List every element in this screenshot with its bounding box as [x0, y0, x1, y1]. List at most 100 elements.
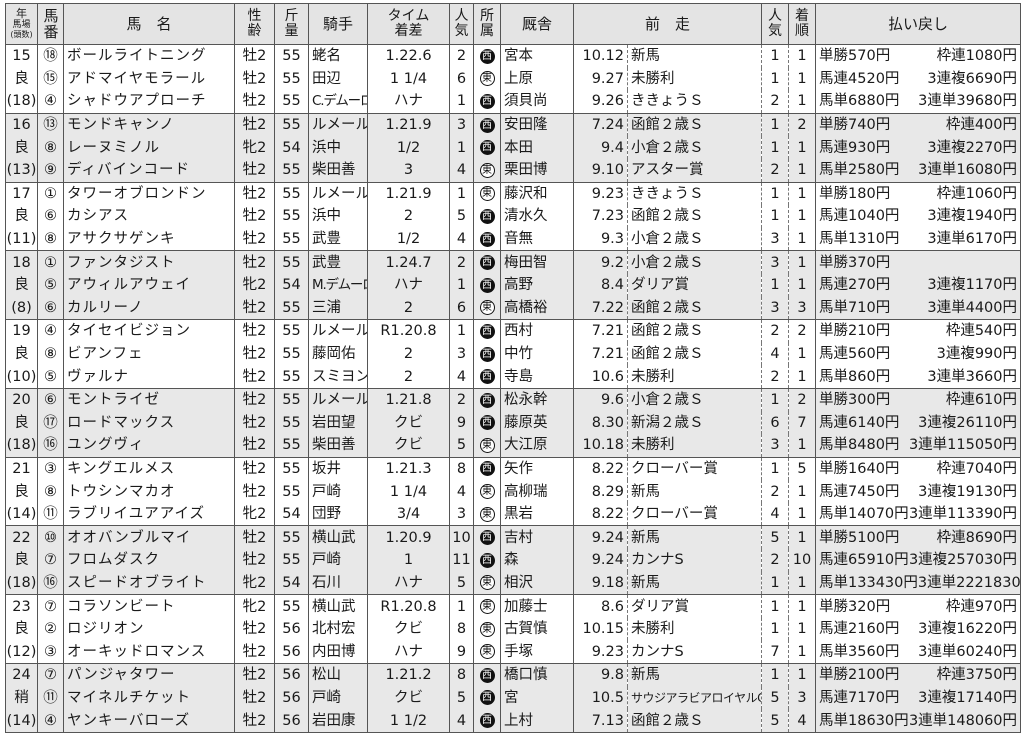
- sex-age: 牡2: [234, 525, 275, 550]
- prev-race-name: ダリア賞: [627, 273, 763, 297]
- prev-finish: 4: [788, 709, 817, 733]
- prev-race-date: 9.2: [573, 250, 628, 274]
- time-margin: ハナ: [367, 273, 450, 297]
- table-row: 良 ⑮ アドマイヤモラール 牡2 55 田辺 1 1/4 6 東上原 9.27 未勝利 1 1 馬連452…: [5, 67, 1022, 91]
- prev-finish: 5: [788, 457, 817, 481]
- time-margin: R1.20.8: [367, 319, 450, 343]
- race-year: 16: [5, 113, 38, 137]
- prev-finish: 1: [788, 594, 817, 618]
- prev-race-date: 9.23: [573, 640, 628, 664]
- prev-popularity: 3: [761, 250, 790, 274]
- east-badge-icon: 東: [479, 621, 495, 637]
- prev-popularity: 3: [761, 434, 790, 458]
- payout-right: 3連複6690円: [927, 70, 1018, 87]
- post-number: ⑤: [37, 273, 64, 297]
- jockey: 横山武: [308, 594, 368, 618]
- prev-race-date: 8.30: [573, 411, 628, 435]
- prev-finish: 1: [788, 342, 817, 366]
- prev-race-date: 9.24: [573, 525, 628, 550]
- trainer: 矢作: [500, 457, 574, 481]
- prev-race-name: 新潟２歳Ｓ: [627, 411, 763, 435]
- prev-finish: 2: [788, 319, 817, 343]
- header-prev-popularity: 人気: [761, 3, 790, 45]
- carried-weight: 55: [274, 411, 309, 435]
- sex-age: 牡2: [234, 365, 275, 389]
- payout-left: 単勝370円: [819, 254, 891, 271]
- carried-weight: 55: [274, 113, 309, 137]
- east-badge-icon: 東: [479, 71, 495, 87]
- table-row: 良 ⑦ フロムダスク 牡2 55 戸崎 1 11 西森 9.24 カンナS 2 10 馬連65910円 3連…: [5, 549, 1022, 572]
- payout-left: 単勝740円: [819, 117, 891, 134]
- post-number: ⑪: [37, 686, 64, 710]
- carried-weight: 55: [274, 388, 309, 412]
- popularity: 1: [449, 136, 474, 159]
- payout: 単勝320円 枠連970円: [815, 594, 1022, 618]
- prev-race-date: 9.4: [573, 136, 628, 159]
- horse-name: オーキッドロマンス: [63, 640, 235, 664]
- post-number: ⑧: [37, 480, 64, 503]
- prev-race-date: 9.8: [573, 663, 628, 687]
- post-number: ①: [37, 250, 64, 274]
- payout-left: 単勝5100円: [819, 529, 900, 546]
- jockey: 内田博: [308, 640, 368, 664]
- post-number: ⑯: [37, 434, 64, 458]
- carried-weight: 55: [274, 296, 309, 320]
- affiliation: 東: [473, 158, 501, 183]
- race-field: (14): [5, 502, 38, 526]
- sex-age: 牡2: [234, 434, 275, 458]
- table-row: 良 ⑧ レーヌミノル 牝2 54 浜中 1/2 1 西本田 9.4 小倉２歳Ｓ 1 1 馬連930円 3連複…: [5, 136, 1022, 159]
- payout-left: 馬連7170円: [819, 689, 900, 706]
- jockey: 戸崎: [308, 549, 368, 572]
- race-track: 良: [5, 205, 38, 228]
- west-badge-icon: 西: [479, 369, 495, 385]
- payout-right: 3連単148060円: [908, 712, 1018, 729]
- payout: 馬単1310円 3連単6170円: [815, 227, 1022, 251]
- east-badge-icon: 東: [479, 506, 495, 522]
- payout: 馬連6140円 3連複26110円: [815, 411, 1022, 435]
- post-number: ⑰: [37, 411, 64, 435]
- trainer: 上原: [500, 67, 574, 91]
- sex-age: 牡2: [234, 90, 275, 114]
- payout: 馬連2160円 3連複16220円: [815, 617, 1022, 641]
- table-row: 良⑤アウィルアウェイ牝254M.デムーロハナ1西高野8.4ダリア賞11馬連270…: [5, 273, 1022, 297]
- affiliation: 西: [473, 411, 501, 435]
- prev-popularity: 1: [761, 617, 790, 641]
- jockey: ルメール: [308, 113, 368, 137]
- east-badge-icon: 東: [479, 599, 495, 615]
- table-row: 15 ⑱ ボールライトニング 牡2 55 蛯名 1.22.6 2 西宮本 10.12 新馬 1 1 単勝5…: [5, 44, 1022, 68]
- prev-race-name: 未勝利: [627, 67, 763, 91]
- trainer: 古賀慎: [500, 617, 574, 641]
- prev-finish: 1: [788, 205, 817, 228]
- popularity: 9: [449, 411, 474, 435]
- popularity: 1: [449, 273, 474, 297]
- carried-weight: 55: [274, 549, 309, 572]
- time-margin: 1 1/2: [367, 709, 450, 733]
- race-group: 24 ⑦ パンジャタワー 牡2 56 松山 1.21.2 8 西橋口慎 9.8 新馬 1 1 単勝2100…: [5, 663, 1022, 733]
- prev-finish: 1: [788, 617, 817, 641]
- payout: 馬単860円 3連単3660円: [815, 365, 1022, 389]
- payout-right: 枠連970円: [945, 598, 1018, 615]
- prev-race-name: 函館２歳Ｓ: [627, 342, 763, 366]
- payout: 馬単2580円 3連単16080円: [815, 158, 1022, 183]
- post-number: ①: [37, 182, 64, 206]
- payout: 馬連930円 3連複2270円: [815, 136, 1022, 159]
- jockey: 横山武: [308, 525, 368, 550]
- payout-left: 単勝570円: [819, 48, 891, 65]
- prev-race-name: カンナS: [627, 549, 763, 572]
- prev-popularity: 4: [761, 342, 790, 366]
- trainer: 高柳瑞: [500, 480, 574, 503]
- prev-popularity: 1: [761, 136, 790, 159]
- prev-finish: 1: [788, 67, 817, 91]
- prev-finish: 1: [788, 182, 817, 206]
- payout: 単勝1640円 枠連7040円: [815, 457, 1022, 481]
- jockey: ルメール: [308, 388, 368, 412]
- prev-race-date: 8.29: [573, 480, 628, 503]
- sex-age: 牡2: [234, 686, 275, 710]
- prev-race-date: 10.6: [573, 365, 628, 389]
- horse-name: ヤンキーバローズ: [63, 709, 235, 733]
- jockey: M.デムーロ: [308, 273, 368, 297]
- prev-popularity: 1: [761, 67, 790, 91]
- carried-weight: 54: [274, 136, 309, 159]
- affiliation: 西: [473, 709, 501, 733]
- sex-age: 牡2: [234, 67, 275, 91]
